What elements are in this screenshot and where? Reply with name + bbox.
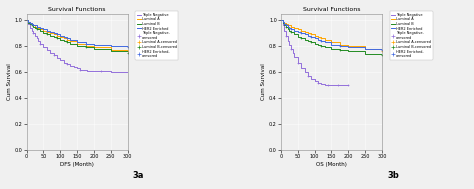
Text: 3a: 3a [133,171,144,180]
Legend: Triple Negative, Luminal A, Luminal B, HER2 Enriched, Triple Negative-
censored,: Triple Negative, Luminal A, Luminal B, H… [135,11,178,60]
X-axis label: DFS (Month): DFS (Month) [60,162,94,167]
Title: Survival Functions: Survival Functions [48,7,106,12]
Y-axis label: Cum Survival: Cum Survival [261,64,266,100]
Text: 3b: 3b [387,171,399,180]
Title: Survival Functions: Survival Functions [303,7,360,12]
Y-axis label: Cum Survival: Cum Survival [7,64,12,100]
X-axis label: OS (Month): OS (Month) [316,162,347,167]
Legend: Triple Negative, Luminal A, Luminal B, HER2 Enriched, Triple Negative-
censored,: Triple Negative, Luminal A, Luminal B, H… [390,11,433,60]
